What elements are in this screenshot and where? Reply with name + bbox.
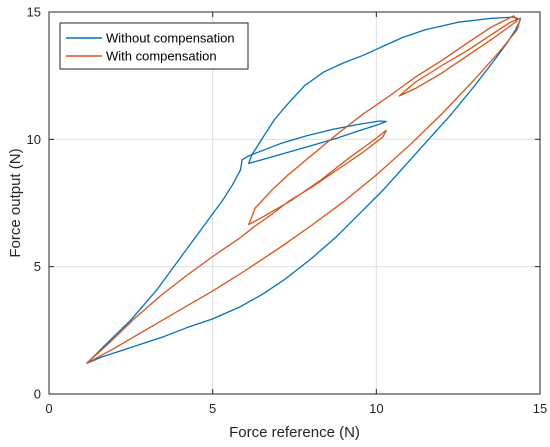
series-line-with-compensation	[86, 15, 522, 364]
legend-label-without-compensation: Without compensation	[106, 31, 235, 46]
x-tick-label: 0	[45, 401, 52, 416]
axis-ticks: 0 5 10 15 0 5 10 15	[27, 5, 548, 417]
x-tick-label: 15	[533, 401, 547, 416]
legend-label-with-compensation: With compensation	[106, 49, 217, 64]
series-layer	[86, 15, 522, 364]
x-tick-label: 5	[209, 401, 216, 416]
y-tick-label: 10	[27, 132, 41, 147]
legend-box	[59, 22, 249, 70]
series-line-without-compensation	[86, 16, 522, 364]
x-tick-label: 10	[369, 401, 383, 416]
axes-box	[48, 11, 541, 395]
y-tick-label: 5	[34, 259, 41, 274]
plot-area	[49, 12, 540, 394]
y-tick-label: 15	[27, 5, 41, 20]
y-axis-label: Force output (N)	[7, 148, 24, 257]
x-axis-label: Force reference (N)	[229, 424, 360, 441]
y-tick-label: 0	[34, 387, 41, 402]
legend: Without compensation With compensation	[59, 22, 249, 70]
